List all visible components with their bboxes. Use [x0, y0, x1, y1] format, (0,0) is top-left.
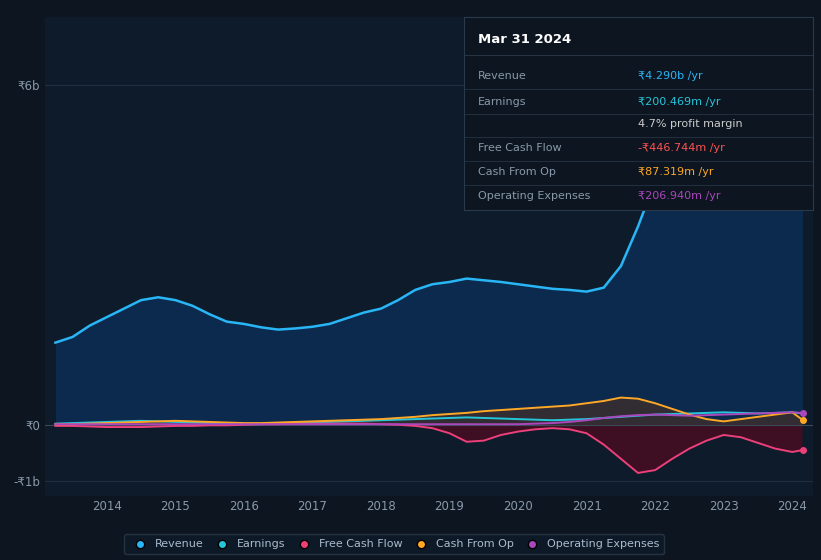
Text: Operating Expenses: Operating Expenses — [478, 192, 590, 202]
Text: ₹4.290b /yr: ₹4.290b /yr — [639, 71, 703, 81]
Text: Free Cash Flow: Free Cash Flow — [478, 143, 562, 153]
Text: Earnings: Earnings — [478, 97, 526, 107]
Text: -₹446.744m /yr: -₹446.744m /yr — [639, 143, 725, 153]
Text: Mar 31 2024: Mar 31 2024 — [478, 32, 571, 45]
Text: ₹200.469m /yr: ₹200.469m /yr — [639, 97, 721, 107]
Text: ₹206.940m /yr: ₹206.940m /yr — [639, 192, 721, 202]
Legend: Revenue, Earnings, Free Cash Flow, Cash From Op, Operating Expenses: Revenue, Earnings, Free Cash Flow, Cash … — [124, 534, 664, 554]
Text: Cash From Op: Cash From Op — [478, 167, 556, 178]
Text: Revenue: Revenue — [478, 71, 526, 81]
Text: ₹87.319m /yr: ₹87.319m /yr — [639, 167, 713, 178]
Text: 4.7% profit margin: 4.7% profit margin — [639, 119, 743, 129]
